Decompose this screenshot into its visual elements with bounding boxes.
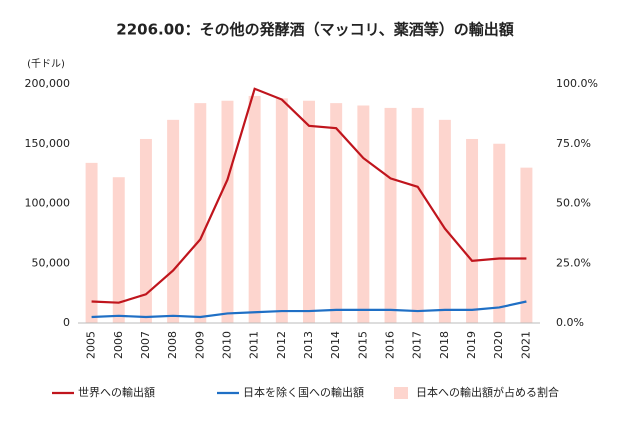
x-tick-label: 2014 xyxy=(329,331,342,359)
bar xyxy=(248,95,261,323)
legend-swatch xyxy=(394,387,408,399)
bar xyxy=(303,100,315,323)
bar xyxy=(85,162,98,323)
chart-title: 2206.00：その他の発酵酒（マッコリ、薬酒等）の輸出額 xyxy=(116,21,513,39)
y2-tick-label: 50.0% xyxy=(556,197,591,210)
x-tick-label: 2016 xyxy=(384,331,397,359)
bar xyxy=(384,107,397,324)
bar xyxy=(139,138,152,323)
bar xyxy=(520,167,533,323)
x-tick-label: 2005 xyxy=(85,331,98,359)
legend-label: 日本を除く国への輸出額 xyxy=(243,385,364,399)
bar xyxy=(112,177,125,323)
x-tick-label: 2019 xyxy=(465,331,478,359)
x-tick-label: 2018 xyxy=(438,331,451,359)
x-tick-label: 2017 xyxy=(411,331,424,359)
y2-tick-label: 25.0% xyxy=(556,256,591,269)
x-tick-label: 2021 xyxy=(519,331,532,359)
y-tick-label: 200,000 xyxy=(25,77,71,90)
y2-tick-label: 75.0% xyxy=(556,137,591,150)
x-tick-label: 2009 xyxy=(193,331,206,359)
x-tick-label: 2020 xyxy=(492,331,505,359)
y-tick-label: 100,000 xyxy=(25,197,71,210)
bar xyxy=(466,138,479,323)
bar xyxy=(275,98,288,323)
x-tick-label: 2008 xyxy=(166,331,179,359)
y-tick-label: 150,000 xyxy=(25,137,71,150)
y-tick-label: 0 xyxy=(63,316,70,329)
x-tick-label: 2015 xyxy=(356,331,369,359)
bar xyxy=(493,143,506,323)
x-tick-label: 2007 xyxy=(139,331,152,359)
bar xyxy=(411,107,424,324)
x-tick-label: 2012 xyxy=(275,331,288,359)
x-tick-label: 2013 xyxy=(302,331,315,359)
bar xyxy=(330,103,343,324)
line xyxy=(91,300,527,319)
bar xyxy=(357,105,370,323)
bar xyxy=(167,119,180,323)
x-tick-label: 2011 xyxy=(248,331,261,359)
y-tick-label: 50,000 xyxy=(32,256,71,269)
y-unit-label: (千ドル) xyxy=(27,58,65,70)
bar xyxy=(194,103,207,324)
bar xyxy=(221,100,234,323)
bar xyxy=(438,119,451,323)
x-tick-label: 2006 xyxy=(112,331,125,359)
y2-tick-label: 100.0% xyxy=(556,77,598,90)
legend-label: 日本への輸出額が占める割合 xyxy=(416,385,559,399)
line xyxy=(91,87,527,304)
x-tick-label: 2010 xyxy=(220,331,233,359)
legend-label: 世界への輸出額 xyxy=(78,385,155,399)
y2-tick-label: 0.0% xyxy=(556,316,584,329)
